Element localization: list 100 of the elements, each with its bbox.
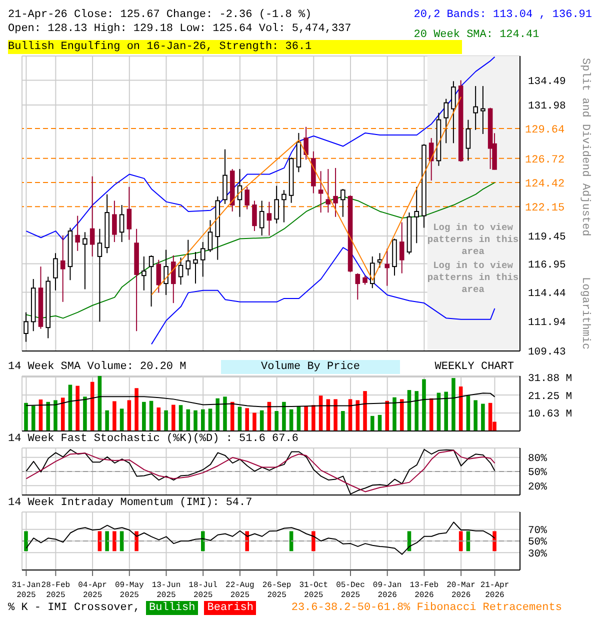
text: 20,2 Bands: 113.04 , 136.91 [414,8,592,22]
candlestick [318,170,324,214]
candlestick [75,215,80,252]
bar [134,388,138,431]
bar [385,400,390,431]
y-tick-label: 20% [528,481,548,494]
bar [245,408,249,431]
candlestick [282,190,286,223]
bar [46,402,50,431]
text: Bullish Engulfing on 16-Jan-26, Strength: 36.1 [8,40,462,54]
y-tick-label: 119.45 [528,232,566,244]
x-tick-label: 04-Apr 2025 [78,581,108,600]
bar [194,410,198,431]
bar [172,404,176,431]
bar [334,399,338,431]
chart-subtitle: Open: 128.13 High: 129.18 Low: 125.64 Vol: 5,474,337 [8,22,352,36]
x-tick-label: 22-Aug 2025 [226,581,255,600]
candlestick [119,204,124,243]
candlestick [24,312,28,342]
bar [444,392,448,431]
candlestick [451,80,456,144]
y-tick-label: 31.88 M [528,372,572,385]
bar [98,376,102,431]
bar [149,400,154,431]
y-tick-label: 114.44 [528,288,566,300]
candlestick [414,186,420,244]
x-tick-label: 09-May 2025 [114,581,144,600]
chart-title: 21-Apr-26 Close: 125.67 Change: -2.36 (-1.8 %) [8,8,313,22]
x-tick-label: 09-Jan 2026 [372,581,402,600]
candlestick [97,228,102,322]
bar [112,401,116,431]
candlestick [208,220,213,253]
candlestick [60,234,66,302]
x-tick-label: 05-Dec 2025 [336,581,366,600]
x-tick-label: 26-Sep 2025 [262,581,292,600]
candlestick [304,126,308,160]
candlestick [148,254,154,308]
text: WEEKLY CHART [434,360,514,374]
bar [76,386,80,431]
bar [83,396,87,431]
chart-title: 14 Week Fast Stochastic (%K)(%D) : 51.6 67.6 [8,432,298,446]
legend-title: % K - IMI Crossover, [8,601,140,615]
text: Bullish [146,601,198,615]
y-tick-label: 50% [528,536,548,549]
x-tick-label: 13-Feb 2026 [410,581,439,600]
candlestick [178,257,184,286]
candlestick [82,232,88,290]
candlestick [333,167,338,218]
candlestick [444,98,448,144]
annotation: Log in to view patterns in this area [426,222,520,258]
bar [341,411,345,431]
candlestick [90,176,95,257]
bar [488,402,492,431]
candlestick [259,200,264,236]
bar [24,402,28,431]
bar [481,404,485,431]
y-tick-label: 70% [528,525,548,538]
y-tick-label: 131.98 [528,100,566,113]
candlestick [340,188,346,218]
ref-line-label: 122.15 [525,202,565,215]
candlestick [164,249,168,296]
bar [452,378,456,431]
text: 20 Week SMA: 124.41 [414,28,540,42]
candlestick [252,200,257,232]
bar [120,408,124,431]
candlestick [473,86,478,130]
ref-line-label: 124.42 [525,178,565,190]
x-tick-label: 13-Jun 2025 [152,581,181,600]
bar [474,400,478,431]
text: Volume By Price [220,360,400,374]
bar [392,397,396,431]
bar [414,391,419,431]
candlestick [355,272,360,300]
bar [312,405,316,431]
bar [54,400,58,431]
y-tick-label: 134.49 [528,76,566,88]
bar [142,402,146,431]
text: Logarithmic [578,277,592,350]
x-tick-label: 31-Jan 2025 [12,581,41,600]
line-series [26,522,496,555]
candlestick [384,248,390,286]
bar [282,402,286,431]
chart-title: 14 Week SMA Volume: 20.20 M [8,360,186,374]
candlestick [126,186,132,240]
candlestick [480,86,486,134]
bar [230,402,234,431]
x-tick-label: 20-Mar 2026 [446,581,476,600]
bar [466,396,470,431]
bar [238,406,242,431]
candlestick [326,168,331,214]
text: 23.6-38.2-50-61.8% Fibonacci Retracements [291,602,562,614]
candlestick [193,252,198,284]
x-tick-label: 18-Jul 2025 [188,581,218,600]
candlestick [200,242,206,278]
bar [208,408,212,431]
candlestick [186,239,191,276]
bar [363,391,367,431]
candlestick [370,256,375,289]
line-series [26,392,496,408]
bar [274,411,278,431]
